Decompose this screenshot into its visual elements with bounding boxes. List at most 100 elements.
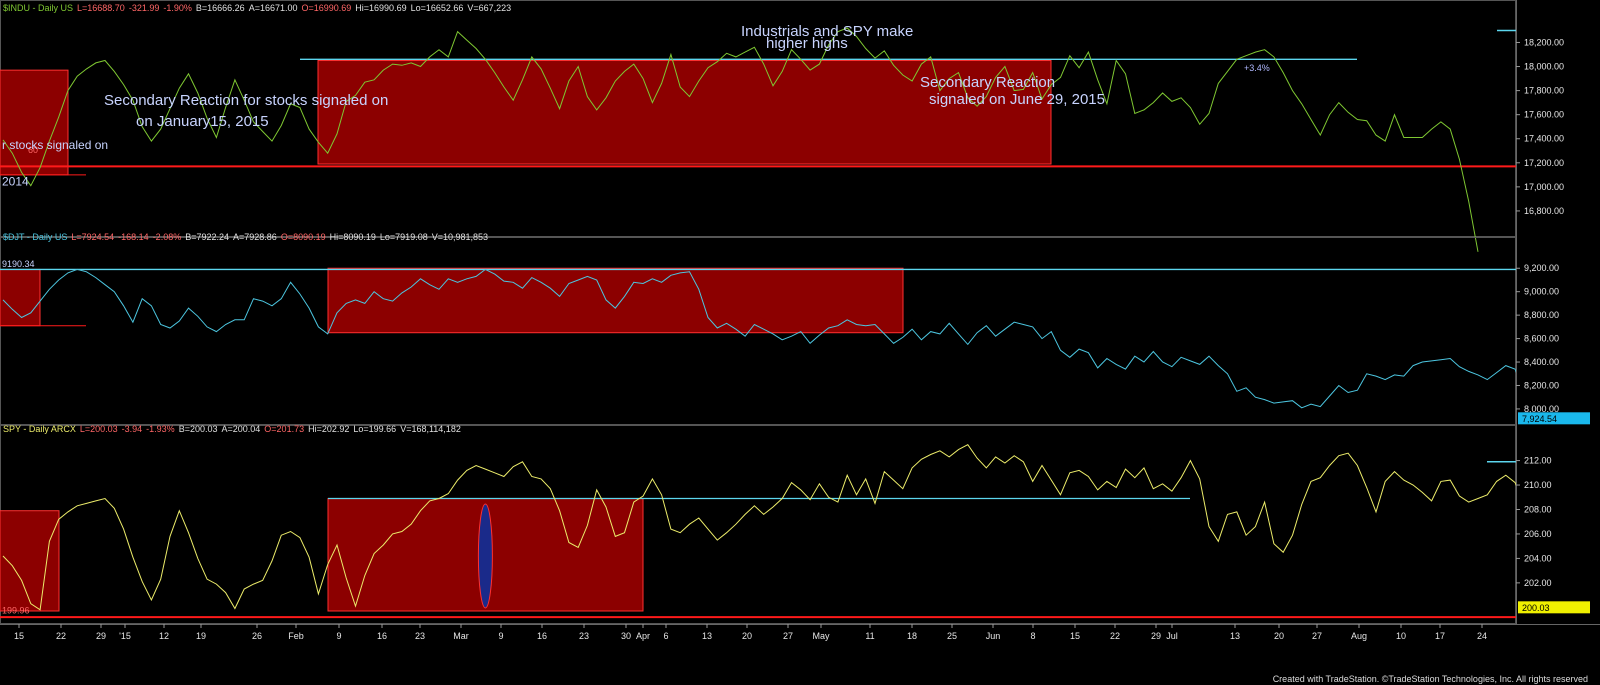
chart-annotation: Secondary Reaction (920, 74, 1055, 91)
header-field: A=16671.00 (249, 3, 298, 13)
panel-header: SPY - Daily ARCX L=200.03 -3.94 -1.93% B=200… (3, 424, 461, 434)
price-tick-label: 18,000.00 (1524, 62, 1564, 72)
date-axis: 15 22 29 '15 12 19 26 Feb 9 16 23 Mar 9 16 23 30 Apr 6 13 2… (0, 624, 1600, 646)
date-tick-label: Mar (453, 631, 469, 641)
date-tick-label: 6 (663, 631, 668, 641)
date-tick-label: 20 (742, 631, 752, 641)
last-price-badge (1518, 601, 1590, 614)
copyright-footer: Created with TradeStation. ©TradeStation… (1272, 674, 1588, 684)
secondary-reaction-box (327, 267, 904, 334)
date-tick-label: '15 (119, 631, 131, 641)
price-tick-label: 206.00 (1524, 529, 1552, 539)
date-tick-label: Jun (986, 631, 1001, 641)
date-tick-label: 22 (56, 631, 66, 641)
chart-panels: 16,800.00 17,000.00 17,200.00 17,400.00 17,6… (0, 0, 1600, 624)
date-tick-label: 12 (159, 631, 169, 641)
price-tick-label: 18,200.00 (1524, 37, 1564, 47)
price-tick-label: 17,200.00 (1524, 158, 1564, 168)
date-tick-label: Feb (288, 631, 304, 641)
last-price-label: 200.03 (1522, 603, 1550, 613)
price-axis (1516, 0, 1600, 237)
date-tick-label: 25 (947, 631, 957, 641)
date-tick-label: 27 (1312, 631, 1322, 641)
chart-annotation: Secondary Reaction for stocks signaled o… (104, 92, 388, 109)
header-field: -321.99 (129, 3, 160, 13)
header-field: A=200.04 (222, 424, 261, 434)
chart-annotation: r stocks signaled on (2, 138, 108, 152)
left-value-label: 2014 (2, 175, 29, 189)
chart-annotation: Industrials and SPY make (741, 23, 913, 40)
chart-annotation: higher highs (766, 35, 848, 52)
panel-header: $DJT - Daily US L=7924.54 -168.14 -2.08% B=7… (3, 232, 488, 242)
price-tick-label: 8,800.00 (1524, 310, 1559, 320)
panel-header: $INDU - Daily US L=16688.70 -321.99 -1.90% B… (3, 3, 511, 13)
header-field: Lo=16652.66 (411, 3, 464, 13)
header-field: -2.08% (153, 232, 182, 242)
price-tick-label: 9,000.00 (1524, 287, 1559, 297)
secondary-reaction-box (0, 510, 60, 612)
date-tick-label: 10 (1396, 631, 1406, 641)
header-field: L=7924.54 (71, 232, 114, 242)
price-tick-label: 8,000.00 (1524, 404, 1559, 414)
date-tick-label: Jul (1166, 631, 1178, 641)
date-tick-label: 8 (1030, 631, 1035, 641)
price-line (2, 27, 1479, 252)
header-field: V=10,981,853 (432, 232, 488, 242)
price-tick-label: 8,400.00 (1524, 357, 1559, 367)
date-tick-label: 30 (621, 631, 631, 641)
date-tick-label: 27 (783, 631, 793, 641)
date-tick-label: 19 (196, 631, 206, 641)
date-tick-label: 24 (1477, 631, 1487, 641)
date-tick-label: May (812, 631, 830, 641)
date-tick-label: Aug (1351, 631, 1367, 641)
header-field: O=201.73 (264, 424, 304, 434)
left-mark-label: 60 (28, 145, 38, 155)
chart-annotation: on January15, 2015 (136, 113, 269, 130)
header-field: A=7928.86 (233, 232, 277, 242)
date-axis-bg (0, 624, 1600, 646)
header-field: B=200.03 (179, 424, 218, 434)
date-tick-label: 23 (579, 631, 589, 641)
header-field: V=168,114,182 (400, 424, 461, 434)
header-field: -1.90% (163, 3, 192, 13)
date-tick-label: Apr (636, 631, 650, 641)
header-field: $INDU - Daily US (3, 3, 73, 13)
header-field: SPY - Daily ARCX (3, 424, 76, 434)
date-tick-label: 13 (1230, 631, 1240, 641)
date-tick-label: 16 (537, 631, 547, 641)
header-field: $DJT - Daily US (3, 232, 67, 242)
highlight-oval (477, 503, 493, 609)
header-field: L=16688.70 (77, 3, 125, 13)
chart-annotation: +3.4% (1244, 63, 1270, 73)
price-line (2, 444, 1544, 611)
header-field: B=16666.26 (196, 3, 245, 13)
date-tick-label: 15 (1070, 631, 1080, 641)
date-tick-label: 22 (1110, 631, 1120, 641)
price-tick-label: 17,800.00 (1524, 86, 1564, 96)
price-tick-label: 208.00 (1524, 504, 1552, 514)
secondary-reaction-box (317, 60, 1052, 165)
secondary-reaction-box (0, 268, 41, 327)
date-tick-label: 9 (498, 631, 503, 641)
header-field: O=8090.19 (281, 232, 326, 242)
header-field: Hi=8090.19 (330, 232, 376, 242)
price-tick-label: 17,400.00 (1524, 134, 1564, 144)
header-field: B=7922.24 (185, 232, 229, 242)
secondary-reaction-box (0, 69, 69, 176)
last-price-badge (1518, 412, 1590, 425)
price-tick-label: 9,200.00 (1524, 263, 1559, 273)
panel-spy: 202.00 204.00 206.00 208.00 210.00 212.00 200.… (0, 424, 1600, 624)
panel-frame (0, 237, 1516, 425)
header-field: L=200.03 (80, 424, 118, 434)
last-price-label: 7,924.54 (1522, 414, 1557, 424)
price-tick-label: 17,000.00 (1524, 182, 1564, 192)
date-tick-label: 15 (14, 631, 24, 641)
date-tick-label: 23 (415, 631, 425, 641)
price-axis (1516, 425, 1600, 624)
price-tick-label: 210.00 (1524, 480, 1552, 490)
price-tick-label: 8,600.00 (1524, 334, 1559, 344)
left-value-label: 9190.34 (2, 259, 35, 269)
price-axis (1516, 237, 1600, 425)
date-tick-label: 26 (252, 631, 262, 641)
